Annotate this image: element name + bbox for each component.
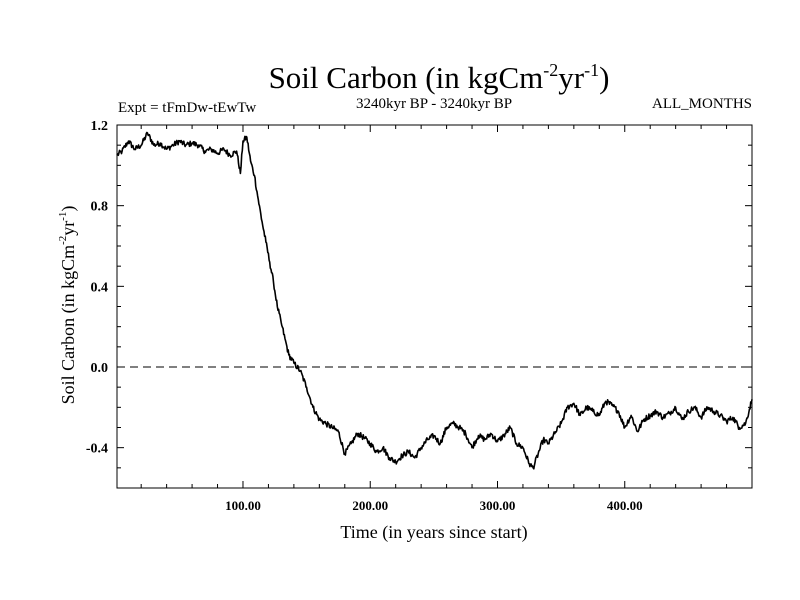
y-tick-label: 0.8	[91, 200, 109, 215]
axis-ticks	[117, 124, 752, 488]
y-tick-label: 1.2	[91, 119, 109, 134]
x-tick-label: 100.00	[225, 498, 261, 513]
chart-title: Soil Carbon (in kgCm-2yr-1)	[269, 60, 610, 95]
y-tick-label: 0.4	[91, 280, 109, 295]
x-tick-label: 300.00	[480, 498, 516, 513]
x-axis-label: Time (in years since start)	[340, 522, 527, 543]
y-tick-label: -0.4	[86, 442, 108, 457]
y-tick-label: 0.0	[91, 361, 109, 376]
axis-tick-labels: 100.00 200.00 300.00 400.00 1.2 0.8 0.4 0.0 -0.4	[86, 119, 643, 513]
soil-carbon-series-line	[116, 131, 753, 470]
y-axis-label: Soil Carbon (in kgCm-2yr-1)	[57, 206, 79, 405]
x-tick-label: 200.00	[352, 498, 388, 513]
x-tick-label: 400.00	[607, 498, 643, 513]
subtitle-experiment: Expt = tFmDw-tEwTw	[118, 100, 256, 116]
subtitle-period: 3240kyr BP - 3240kyr BP	[356, 96, 512, 112]
plot-frame	[116, 124, 753, 489]
subtitle-months: ALL_MONTHS	[652, 96, 752, 112]
